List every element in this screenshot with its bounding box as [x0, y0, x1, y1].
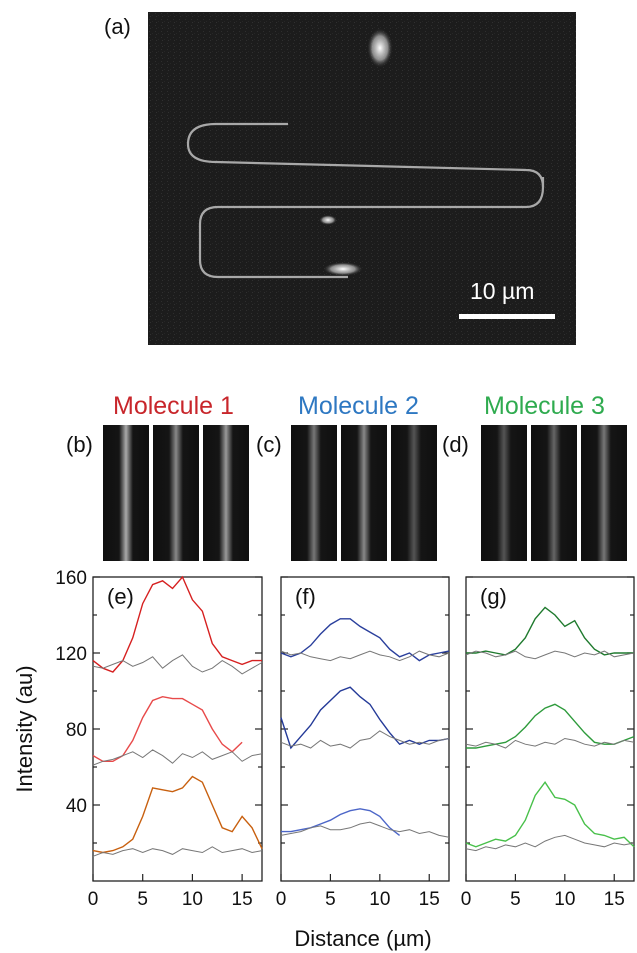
x-tick-label: 0: [461, 889, 472, 910]
plot-frame: [92, 576, 263, 882]
series-line: [92, 749, 263, 766]
series-line: [281, 808, 401, 836]
panel-label-f: (f): [295, 584, 316, 609]
intensity-charts: 0 5 10 15 40 80 120 160 (e) 0 5 10 15 (f) 0 5 10 15 (g) Int…: [12, 568, 635, 951]
scale-bar-label: 10 µm: [470, 278, 535, 304]
panel-label-d: (d): [442, 432, 469, 457]
series-line: [280, 650, 450, 662]
series-line: [280, 618, 450, 662]
x-tick-label: 10: [369, 889, 390, 910]
panel-label-c: (c): [256, 432, 282, 457]
x-tick-label: 15: [232, 889, 253, 910]
panel-label-a: (a): [104, 14, 131, 39]
plot-frame: [280, 576, 450, 882]
micrograph-background: [148, 12, 576, 345]
series-line: [466, 606, 634, 656]
kymograph-strip: [481, 425, 527, 561]
series-line: [466, 703, 635, 749]
x-tick-label: 15: [419, 889, 440, 910]
series-line: [92, 575, 262, 673]
y-axis-title: Intensity (au): [12, 665, 37, 792]
molecule-2-title: Molecule 2: [298, 392, 419, 420]
series-line: [465, 650, 635, 660]
kymograph-strip: [531, 425, 577, 561]
kymograph-strip: [153, 425, 199, 561]
panel-label-g: (g): [480, 584, 507, 609]
bright-spot-middle: [319, 215, 337, 225]
y-tick-label: 40: [66, 796, 87, 817]
series-line: [92, 695, 243, 763]
plot-frame: [465, 576, 635, 882]
molecule-1-title: Molecule 1: [113, 392, 234, 420]
series-line: [465, 834, 635, 852]
kymograph-strip: [291, 425, 337, 561]
series-line: [92, 654, 263, 675]
kymograph-strip: [103, 425, 149, 561]
bright-spot-top: [367, 28, 393, 68]
y-tick-label: 160: [55, 568, 87, 589]
x-tick-label: 5: [137, 889, 148, 910]
kymograph-strip: [203, 425, 249, 561]
panel-label-b: (b): [66, 432, 93, 457]
x-tick-label: 0: [276, 889, 287, 910]
x-tick-label: 5: [325, 889, 336, 910]
series-line: [465, 780, 635, 848]
dna-molecule-strand: [198, 177, 545, 279]
series-line: [280, 686, 450, 750]
x-tick-label: 10: [554, 889, 575, 910]
x-tick-label: 15: [604, 889, 625, 910]
scale-bar: [459, 314, 555, 319]
y-tick-label: 120: [55, 644, 87, 665]
bright-spot-bottom: [323, 262, 363, 276]
series-line: [280, 821, 450, 838]
x-axis-title: Distance (µm): [294, 926, 431, 951]
kymograph-strip: [391, 425, 437, 561]
kymograph-strip: [581, 425, 627, 561]
y-tick-label: 80: [66, 720, 87, 741]
micrograph-image: 10 µm: [148, 12, 576, 345]
x-tick-label: 5: [510, 889, 521, 910]
series-line: [280, 730, 450, 749]
series-line: [92, 775, 263, 854]
x-tick-label: 0: [88, 889, 99, 910]
kymograph-strip: [341, 425, 387, 561]
dna-molecule-loop: [186, 122, 545, 188]
x-tick-label: 10: [182, 889, 203, 910]
series-line: [92, 846, 263, 857]
molecule-3-title: Molecule 3: [484, 392, 605, 420]
series-line: [465, 737, 635, 749]
panel-label-e: (e): [107, 584, 134, 609]
micrograph-svg: [148, 12, 576, 345]
